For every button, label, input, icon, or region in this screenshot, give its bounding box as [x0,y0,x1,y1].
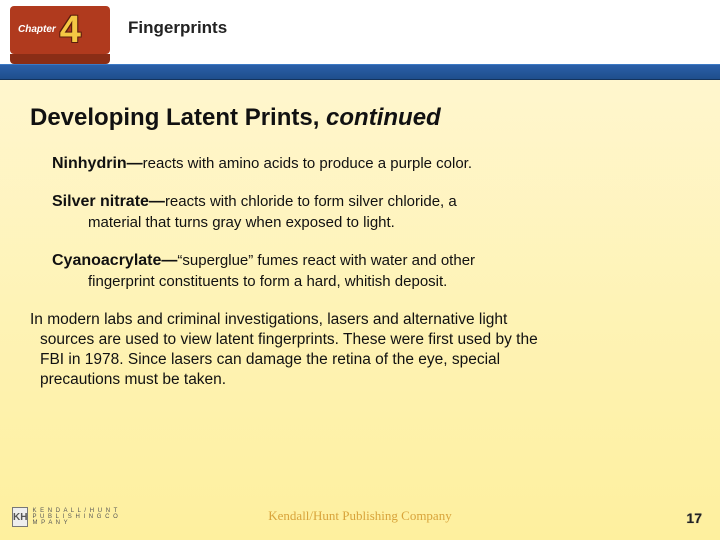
header-band: Chapter 4 Fingerprints [0,0,720,66]
method-ninhydrin: Ninhydrin—reacts with amino acids to pro… [52,154,690,174]
chapter-title: Fingerprints [128,18,227,38]
slide-title: Developing Latent Prints, continued [30,104,690,132]
method-silver-nitrate: Silver nitrate—reacts with chloride to f… [52,192,690,233]
footer-publisher: Kendall/Hunt Publishing Company [0,508,720,524]
slide-content: Developing Latent Prints, continued Ninh… [30,104,690,390]
chapter-badge: Chapter 4 [10,6,110,54]
body-line: precautions must be taken. [40,370,690,390]
chapter-number: 4 [60,11,81,49]
method-desc-cont: material that turns gray when exposed to… [88,214,690,233]
method-desc: reacts with amino acids to produce a pur… [143,155,472,172]
page-number: 17 [686,510,702,526]
body-line: In modern labs and criminal investigatio… [30,311,507,328]
method-name: Cyanoacrylate— [52,252,177,269]
slide-title-main: Developing Latent Prints, [30,104,326,131]
method-name: Ninhydrin— [52,155,143,172]
body-line: FBI in 1978. Since lasers can damage the… [40,350,690,370]
method-desc-cont: fingerprint constituents to form a hard,… [88,273,690,292]
method-desc: “superglue” fumes react with water and o… [177,252,475,269]
slide-title-continued: continued [326,104,441,131]
method-name: Silver nitrate— [52,193,165,210]
slide-container: Chapter 4 Fingerprints Developing Latent… [0,0,720,540]
body-line: sources are used to view latent fingerpr… [40,330,690,350]
chapter-label: Chapter [18,25,56,35]
method-desc: reacts with chloride to form silver chlo… [165,193,457,210]
method-cyanoacrylate: Cyanoacrylate—“superglue” fumes react wi… [52,251,690,292]
chapter-badge-tab [10,54,110,64]
body-paragraph: In modern labs and criminal investigatio… [30,310,690,391]
